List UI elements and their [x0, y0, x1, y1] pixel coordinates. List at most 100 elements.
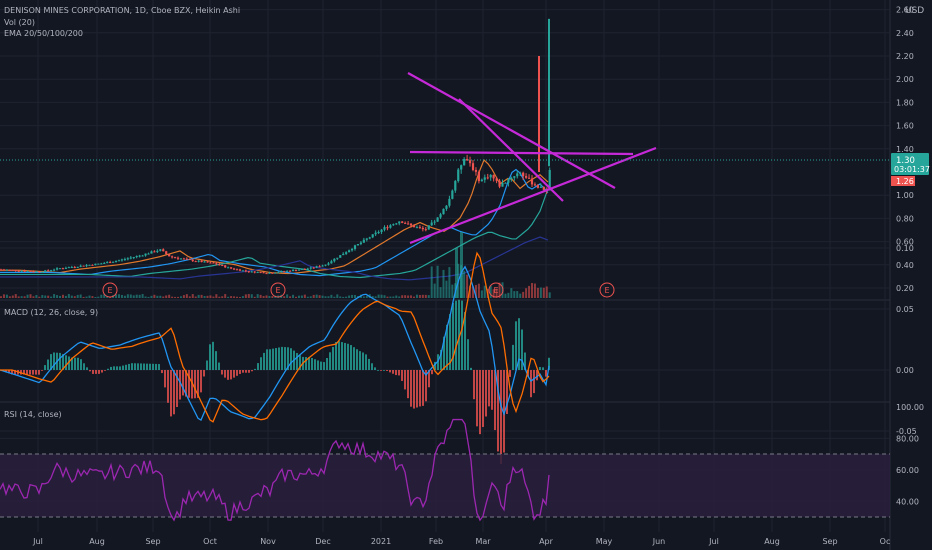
- candle: [14, 269, 17, 272]
- macd-hist-bar: [245, 370, 247, 373]
- volume-bar: [44, 295, 47, 298]
- macd-hist-bar: [509, 370, 511, 377]
- macd-hist-bar: [68, 356, 70, 370]
- trendline-upper-descending[interactable]: [407, 72, 616, 189]
- candle: [117, 259, 121, 262]
- candle: [297, 269, 301, 271]
- macd-hist-bar: [539, 367, 541, 370]
- candle: [256, 271, 259, 274]
- volume-bar: [11, 295, 14, 298]
- candle: [291, 269, 295, 272]
- macd-hist-bar: [533, 370, 535, 394]
- volume-bar: [433, 283, 436, 298]
- volume-bar: [262, 296, 265, 298]
- earnings-marker[interactable]: E: [488, 282, 504, 298]
- macd-hist-bar: [134, 363, 136, 370]
- rsi-pane[interactable]: [0, 418, 890, 522]
- volume-bar: [528, 285, 531, 298]
- volume-bar: [188, 296, 191, 298]
- volume-bar: [531, 283, 533, 298]
- volume-bars: [0, 232, 551, 298]
- earnings-marker[interactable]: E: [102, 282, 118, 298]
- volume-bar: [203, 295, 206, 298]
- candle: [516, 170, 519, 179]
- candle: [126, 257, 129, 261]
- candle: [468, 156, 472, 167]
- volume-bar: [59, 295, 61, 298]
- candle: [321, 264, 324, 267]
- volume-bar: [377, 294, 380, 298]
- candle: [436, 217, 439, 222]
- candle: [61, 267, 65, 270]
- candle: [504, 182, 507, 184]
- macd-hist-bar: [176, 370, 178, 407]
- macd-hist-bar: [227, 370, 229, 380]
- macd-hist-bar: [470, 367, 472, 370]
- earnings-marker[interactable]: E: [599, 282, 615, 298]
- macd-axis[interactable]: 0.10 0.05 0.00 -0.05: [896, 244, 917, 436]
- rsi-legend[interactable]: RSI (14, close): [4, 410, 62, 419]
- candle: [73, 265, 76, 269]
- symbol-title[interactable]: DENISON MINES CORPORATION, 1D, Cboe BZX,…: [4, 6, 240, 15]
- macd-hist-bar: [191, 370, 193, 399]
- chart-legend[interactable]: DENISON MINES CORPORATION, 1D, Cboe BZX,…: [4, 6, 240, 419]
- macd-legend[interactable]: MACD (12, 26, close, 9): [4, 308, 98, 317]
- macd-hist-bar: [335, 342, 337, 370]
- trendlines[interactable]: [407, 72, 657, 245]
- macd-hist-bar: [5, 370, 7, 373]
- volume-bar: [374, 296, 377, 298]
- volume-bar: [182, 295, 185, 298]
- candle: [289, 270, 292, 272]
- candle: [32, 270, 35, 273]
- price-tick-label: 2.20: [896, 52, 914, 61]
- rsi-tick-label: 60.00: [896, 466, 919, 475]
- volume-bar: [445, 280, 448, 298]
- volume-bar: [421, 294, 424, 298]
- trendline-horizontal-resistance[interactable]: [409, 150, 634, 156]
- volume-legend[interactable]: Vol (20): [4, 18, 35, 27]
- time-tick-label: Feb: [429, 537, 443, 546]
- volume-bar: [303, 294, 306, 298]
- macd-signal-line: [0, 251, 550, 423]
- macd-hist-bar: [485, 370, 487, 417]
- trendline-descending-short[interactable]: [458, 98, 564, 202]
- candle: [486, 173, 489, 180]
- macd-hist-bar: [179, 370, 181, 400]
- macd-hist-bar: [365, 354, 367, 370]
- time-tick-label: Oc: [880, 537, 891, 546]
- ema-legend[interactable]: EMA 20/50/100/200: [4, 29, 83, 38]
- candle: [200, 259, 203, 263]
- rsi-axis[interactable]: 100.00 80.00 60.00 40.00: [896, 403, 924, 506]
- volume-bar: [194, 296, 197, 298]
- time-tick-label: Aug: [89, 537, 105, 546]
- volume-bar: [174, 296, 177, 298]
- macd-hist-bar: [317, 360, 319, 370]
- candle: [135, 255, 138, 259]
- macd-tick-label: -0.05: [896, 427, 917, 436]
- volume-bar: [516, 291, 519, 298]
- macd-hist-bar: [497, 370, 499, 452]
- volume-bar: [144, 296, 147, 298]
- price-axis[interactable]: USD 2.60 2.40 2.20 2.00 1.80 1.60 1.40 1.00 0.80…: [891, 6, 930, 293]
- macd-hist-bar: [455, 300, 457, 370]
- volume-bar: [539, 287, 542, 298]
- macd-pane[interactable]: [0, 251, 550, 465]
- candle: [203, 260, 206, 263]
- macd-hist-bar: [359, 351, 361, 370]
- candle: [439, 212, 442, 220]
- macd-hist-bar: [212, 341, 214, 370]
- macd-hist-bar: [392, 370, 394, 374]
- candle: [162, 248, 165, 252]
- volume-bar: [510, 288, 513, 298]
- volume-bar: [53, 294, 56, 298]
- earnings-marker[interactable]: E: [270, 282, 286, 298]
- currency-label[interactable]: USD: [905, 6, 924, 16]
- time-axis[interactable]: Jul Aug Sep Oct Nov Dec 2021 Feb Mar Apr May Jun Jul…: [32, 537, 890, 546]
- trendline-ascending-support[interactable]: [409, 146, 657, 245]
- volume-bar: [371, 296, 374, 298]
- candle: [277, 271, 280, 274]
